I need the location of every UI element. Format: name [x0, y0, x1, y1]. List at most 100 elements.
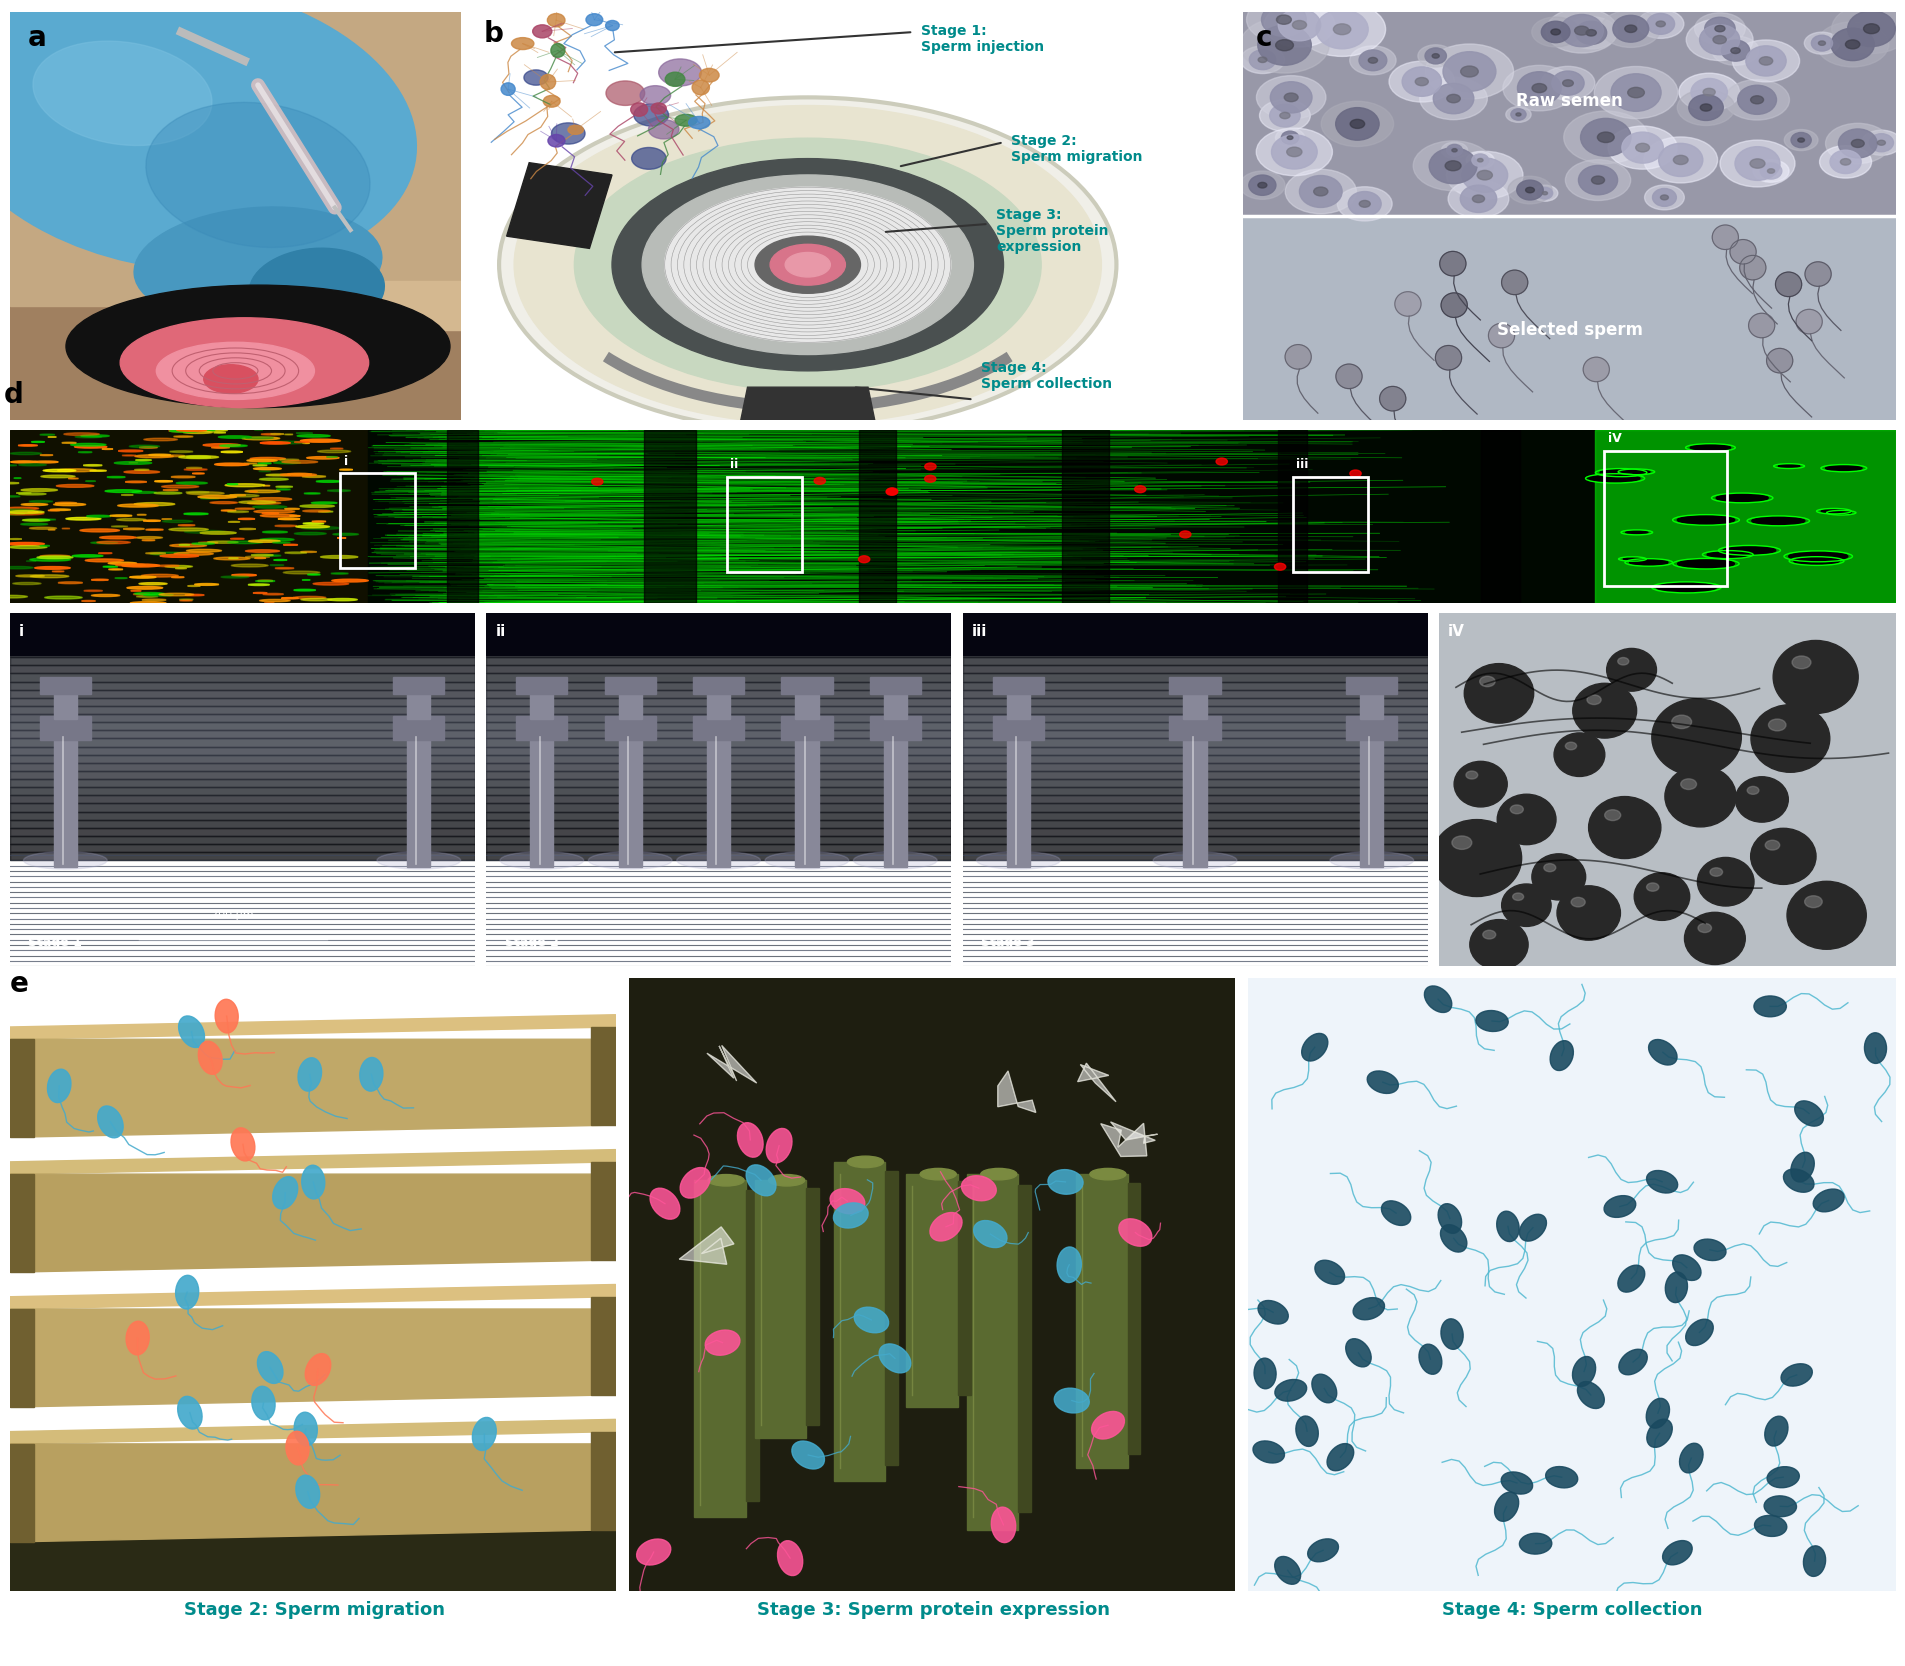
Bar [794, 691, 817, 720]
Ellipse shape [1810, 35, 1831, 52]
Ellipse shape [67, 518, 101, 520]
Bar [40, 676, 91, 695]
Ellipse shape [1768, 720, 1785, 731]
Ellipse shape [116, 563, 145, 566]
Ellipse shape [1787, 881, 1865, 950]
Ellipse shape [297, 1058, 322, 1091]
Ellipse shape [1240, 17, 1328, 73]
Ellipse shape [135, 536, 162, 538]
Polygon shape [10, 1015, 615, 1040]
Ellipse shape [924, 475, 935, 481]
Ellipse shape [162, 485, 198, 488]
Bar [10, 811, 474, 820]
Ellipse shape [170, 545, 206, 546]
Ellipse shape [1634, 143, 1648, 152]
Ellipse shape [105, 490, 141, 493]
Ellipse shape [272, 1176, 297, 1210]
Ellipse shape [1777, 465, 1798, 468]
Polygon shape [1111, 1121, 1156, 1143]
Ellipse shape [72, 555, 103, 556]
Bar [962, 625, 1427, 633]
Ellipse shape [754, 237, 859, 293]
Bar [10, 1175, 34, 1273]
Ellipse shape [1646, 13, 1674, 35]
Ellipse shape [2, 566, 32, 568]
Ellipse shape [267, 441, 305, 443]
Ellipse shape [1541, 67, 1594, 100]
Ellipse shape [688, 117, 711, 128]
Bar [859, 430, 895, 603]
Bar [10, 706, 474, 715]
Ellipse shape [194, 583, 219, 585]
Text: Stage 4:
Sperm collection: Stage 4: Sperm collection [981, 362, 1111, 392]
Ellipse shape [1709, 868, 1722, 876]
Ellipse shape [1459, 185, 1495, 213]
Ellipse shape [284, 551, 307, 553]
Ellipse shape [198, 495, 236, 498]
Ellipse shape [1850, 140, 1863, 148]
Bar [707, 733, 730, 868]
Text: iV: iV [1608, 433, 1621, 445]
Ellipse shape [261, 515, 297, 516]
Ellipse shape [219, 445, 248, 446]
Ellipse shape [170, 451, 192, 453]
Bar [962, 613, 1427, 655]
Bar [962, 665, 1427, 673]
Bar [591, 1296, 615, 1394]
Ellipse shape [1676, 560, 1734, 568]
Ellipse shape [30, 558, 70, 561]
Bar [962, 746, 1427, 755]
Ellipse shape [1846, 12, 1894, 47]
Bar [516, 715, 568, 740]
Bar [10, 845, 474, 853]
Ellipse shape [0, 0, 415, 272]
Ellipse shape [1452, 836, 1471, 850]
Polygon shape [507, 163, 612, 248]
Ellipse shape [886, 488, 897, 495]
Ellipse shape [791, 1441, 825, 1469]
Bar [10, 698, 474, 706]
Ellipse shape [1263, 3, 1334, 47]
Ellipse shape [1299, 175, 1341, 208]
Ellipse shape [170, 528, 208, 531]
Bar [486, 828, 951, 836]
Ellipse shape [1314, 1259, 1343, 1284]
Bar [962, 730, 1427, 738]
Ellipse shape [770, 245, 846, 285]
Ellipse shape [1494, 1493, 1518, 1521]
Ellipse shape [4, 506, 38, 510]
Ellipse shape [1676, 90, 1734, 125]
Text: d: d [4, 382, 23, 410]
Ellipse shape [1560, 15, 1602, 47]
Ellipse shape [251, 1386, 274, 1419]
Ellipse shape [44, 596, 82, 600]
Ellipse shape [1646, 1171, 1676, 1193]
Polygon shape [739, 387, 874, 423]
Bar [530, 733, 552, 868]
Ellipse shape [1284, 345, 1311, 370]
Ellipse shape [232, 575, 257, 576]
Ellipse shape [1713, 35, 1726, 43]
Ellipse shape [853, 1308, 888, 1333]
Ellipse shape [1366, 1071, 1398, 1093]
Ellipse shape [1501, 885, 1551, 926]
Bar [794, 733, 817, 868]
Ellipse shape [42, 475, 74, 478]
Bar [962, 633, 1427, 641]
Bar [486, 633, 951, 641]
Ellipse shape [531, 25, 552, 38]
Ellipse shape [547, 13, 564, 27]
Ellipse shape [116, 518, 147, 521]
Ellipse shape [514, 105, 1101, 423]
Ellipse shape [1680, 778, 1695, 790]
Ellipse shape [295, 525, 330, 528]
Bar [486, 641, 951, 650]
Ellipse shape [1646, 1398, 1669, 1428]
Ellipse shape [124, 470, 160, 473]
Ellipse shape [1257, 1301, 1288, 1324]
Ellipse shape [97, 1106, 124, 1138]
Ellipse shape [32, 42, 211, 145]
Ellipse shape [215, 463, 248, 466]
Ellipse shape [831, 1188, 865, 1215]
Ellipse shape [1787, 551, 1846, 561]
